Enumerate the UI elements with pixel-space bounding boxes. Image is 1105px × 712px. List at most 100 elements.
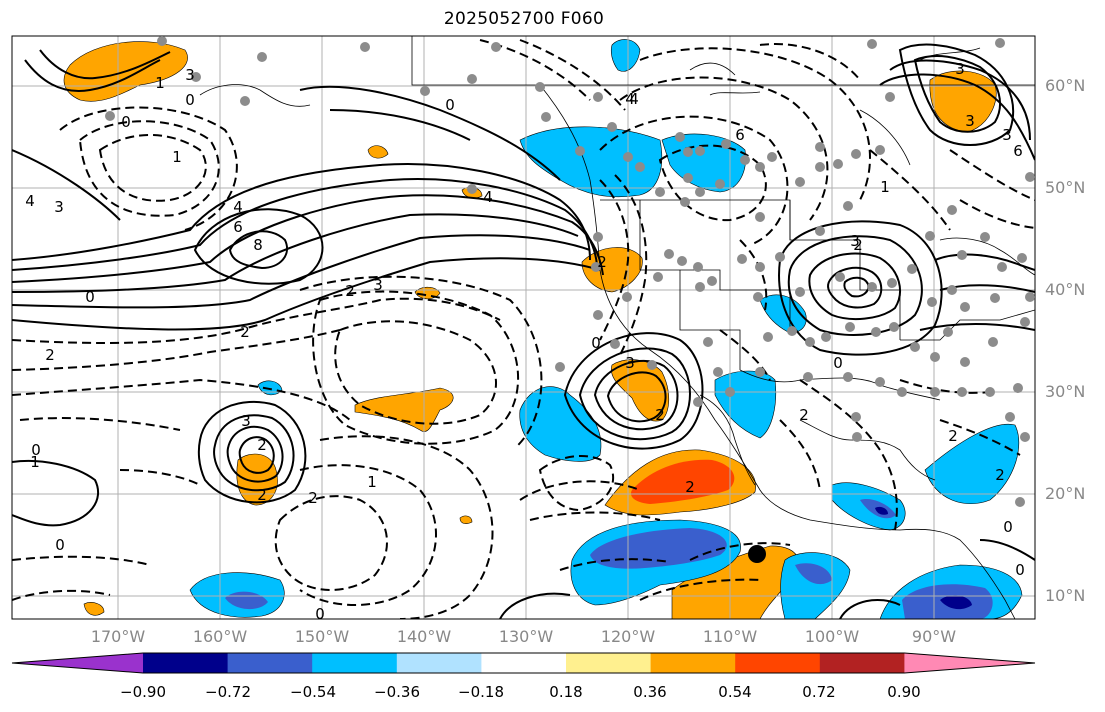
station-dot — [997, 262, 1007, 272]
lon-label-140w: 140°W — [396, 627, 452, 646]
station-dot — [535, 82, 545, 92]
contour-label: 3 — [185, 66, 195, 84]
contour-label: 0 — [121, 113, 131, 131]
station-dot — [1020, 317, 1030, 327]
anomaly-negative-area — [924, 423, 1020, 504]
station-dot — [693, 262, 703, 272]
contour-label: 4 — [625, 90, 635, 108]
colorbar-segment — [227, 653, 313, 673]
colorbar-segment — [312, 653, 398, 673]
contour-label: 2 — [240, 323, 250, 341]
tropical-system-marker — [748, 545, 766, 563]
contour-label: 1 — [172, 148, 182, 166]
colorbar-tick-label: −0.54 — [290, 683, 336, 701]
station-dot — [845, 322, 855, 332]
colorbar-extend-low — [12, 653, 143, 673]
contour-label: 8 — [253, 236, 263, 254]
station-dot — [664, 249, 674, 259]
station-dot — [1025, 292, 1035, 302]
contour-label: 4 — [483, 188, 493, 206]
colorbar-tick-label: 0.18 — [549, 683, 583, 701]
station-dot — [591, 262, 601, 272]
station-dot — [420, 86, 430, 96]
anomaly-positive-area — [236, 453, 278, 506]
station-dot — [1013, 383, 1023, 393]
station-dot — [885, 92, 895, 102]
colorbar-tick-label: 0.90 — [887, 683, 921, 701]
anomaly-negative-area — [519, 126, 663, 198]
colorbar-outline — [11, 652, 1036, 674]
anomaly-strong-positive-area — [630, 459, 735, 504]
station-dot — [795, 177, 805, 187]
lon-label-120w: 120°W — [600, 627, 656, 646]
colorbar-tick-label: −0.90 — [120, 683, 166, 701]
station-dot — [555, 362, 565, 372]
station-dot — [947, 285, 957, 295]
contour-label: 0 — [31, 441, 41, 459]
station-dot — [755, 162, 765, 172]
station-dot — [1015, 497, 1025, 507]
map-frame — [11, 35, 1036, 620]
station-dot — [740, 155, 750, 165]
lon-label-110w: 110°W — [702, 627, 758, 646]
colorbar-tick-label: −0.18 — [458, 683, 504, 701]
contour-label: 2 — [257, 486, 267, 504]
station-dot — [755, 367, 765, 377]
station-dot — [575, 146, 585, 156]
contour-label: 3 — [241, 412, 251, 430]
station-dot — [821, 332, 831, 342]
contour-label: 2 — [995, 466, 1005, 484]
station-dot — [693, 397, 703, 407]
contour-label: 3 — [1002, 126, 1012, 144]
station-dot — [683, 147, 693, 157]
station-dot — [947, 205, 957, 215]
station-dot — [683, 173, 693, 183]
station-dot — [713, 367, 723, 377]
contour-label: 3 — [625, 354, 635, 372]
station-dot — [593, 92, 603, 102]
contour-label: 0 — [1015, 561, 1025, 579]
contour-label: 0 — [445, 96, 455, 114]
station-dot — [867, 39, 877, 49]
contour-label: 2 — [45, 346, 55, 364]
station-dot — [851, 412, 861, 422]
anomaly-extreme-negative-area — [875, 506, 888, 515]
station-dot — [910, 342, 920, 352]
contour-label: 4 — [629, 90, 639, 108]
contour-label: 0 — [55, 536, 65, 554]
colorbar-segment — [735, 653, 821, 673]
station-dot — [707, 276, 717, 286]
station-dot — [787, 326, 797, 336]
station-dot — [835, 272, 845, 282]
colorbar-segment — [819, 653, 905, 673]
colorbar-segment — [143, 653, 229, 673]
contour-label: 3 — [955, 60, 965, 78]
colorbar-tick-label: −0.36 — [374, 683, 420, 701]
station-dot — [753, 292, 763, 302]
colorbar-segment — [650, 653, 736, 673]
station-dot — [875, 377, 885, 387]
contour-label: 6 — [233, 218, 243, 236]
anomaly-strong-negative-area — [795, 563, 832, 585]
station-dot — [721, 139, 731, 149]
station-dot — [871, 327, 881, 337]
station-dot — [695, 146, 705, 156]
station-dot — [737, 254, 747, 264]
station-dot — [593, 232, 603, 242]
station-dot — [960, 357, 970, 367]
station-dot — [593, 310, 603, 320]
contour-label: 2 — [308, 489, 318, 507]
contour-label: 3 — [850, 232, 860, 250]
station-dot — [257, 52, 267, 62]
lon-label-160w: 160°W — [192, 627, 248, 646]
contour-label: 0 — [591, 334, 601, 352]
lat-label-10n: 10°N — [1045, 586, 1086, 605]
lon-label-100w: 100°W — [804, 627, 860, 646]
station-dot — [943, 327, 953, 337]
station-dot — [815, 226, 825, 236]
lat-label-60n: 60°N — [1045, 76, 1086, 95]
station-dot — [925, 231, 935, 241]
contour-label: 2 — [799, 406, 809, 424]
